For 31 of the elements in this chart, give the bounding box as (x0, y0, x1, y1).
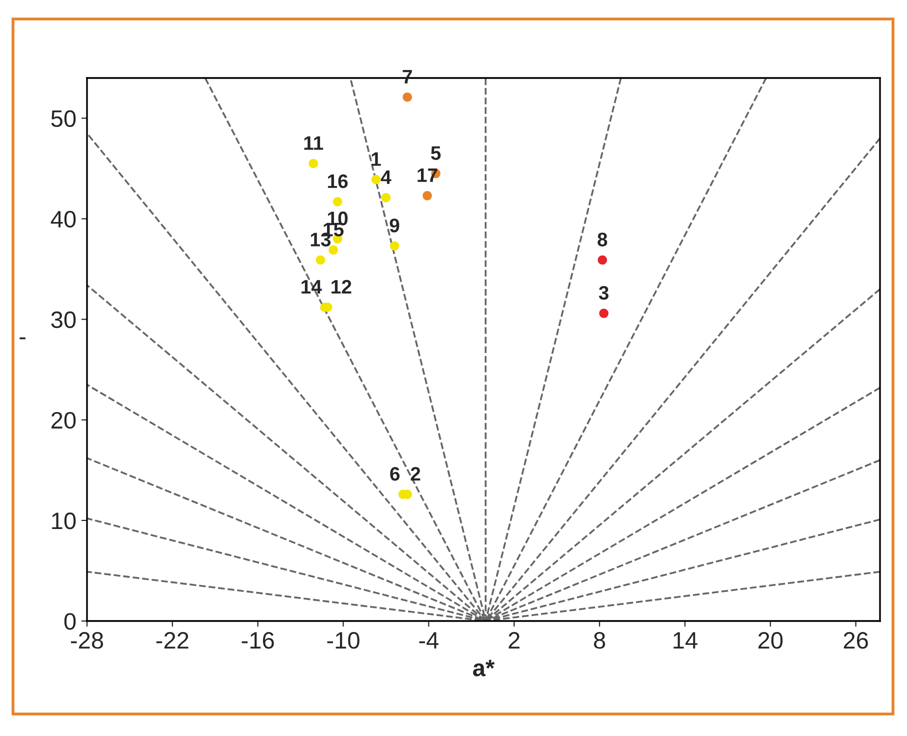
y-tick-label: 20 (52, 412, 76, 429)
y-tick-label: 50 (51, 110, 76, 128)
x-tick-label: -28 (70, 632, 104, 649)
x-tick-label: -16 (242, 632, 274, 649)
x-tick-label: 26 (844, 632, 868, 649)
annotation: 9 (390, 218, 400, 232)
x-tick-label: 2 (508, 632, 520, 649)
x-tick-label: -4 (419, 632, 438, 649)
y-tick-label: 0 (64, 613, 76, 630)
annotation: 5 (431, 146, 441, 160)
annotation: 6 (390, 466, 400, 481)
x-tick-label: 20 (758, 632, 783, 649)
y-tick-label: 10 (52, 512, 76, 530)
annotation: 17 (418, 168, 438, 182)
y-tick-label: 40 (50, 210, 76, 228)
x-tick-label: -10 (327, 632, 360, 649)
annotation: 12 (332, 280, 352, 294)
x-tick-label: 14 (674, 632, 698, 649)
x-tick-label: 8 (594, 632, 606, 649)
annotation: 14 (302, 280, 322, 294)
y-tick-label: 30 (51, 311, 76, 328)
annotation: 2 (410, 466, 420, 481)
x-axis-title: a* (473, 660, 495, 676)
annotation: 8 (598, 232, 608, 246)
annotation: 11 (304, 136, 324, 150)
y-axis-title: - (20, 337, 26, 340)
x-tick-label: -22 (156, 632, 188, 649)
annotation: 1 (372, 152, 381, 166)
annotation: 16 (328, 174, 348, 188)
annotation: 4 (380, 170, 392, 184)
annotation: 3 (598, 286, 609, 300)
